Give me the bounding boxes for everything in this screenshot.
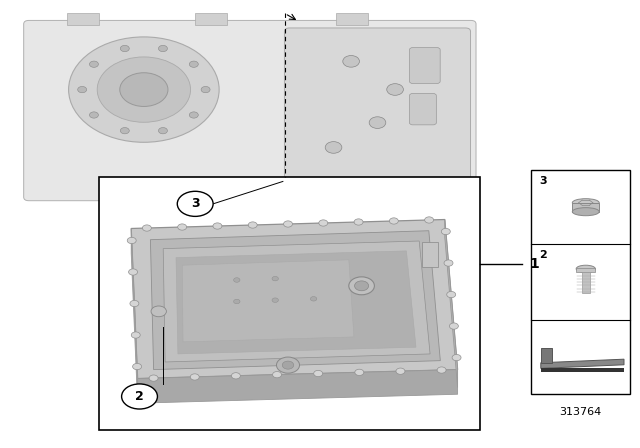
Circle shape [132, 363, 141, 370]
Bar [422, 242, 438, 267]
Bar [541, 368, 624, 372]
Polygon shape [138, 370, 458, 403]
Circle shape [178, 224, 187, 230]
Ellipse shape [572, 198, 599, 207]
Polygon shape [131, 228, 138, 403]
Polygon shape [445, 220, 458, 388]
Circle shape [77, 86, 86, 93]
Ellipse shape [576, 265, 595, 272]
Text: 3: 3 [539, 176, 547, 185]
Circle shape [449, 323, 458, 329]
Circle shape [149, 375, 158, 381]
Circle shape [396, 368, 405, 375]
Circle shape [90, 112, 99, 118]
Bar [99, 177, 480, 430]
Polygon shape [541, 359, 624, 368]
Circle shape [387, 84, 403, 95]
Circle shape [354, 219, 363, 225]
Circle shape [273, 371, 282, 378]
Bar [336, 13, 368, 25]
Circle shape [447, 291, 456, 297]
Bar [67, 13, 99, 25]
Text: 2: 2 [135, 390, 144, 403]
Circle shape [369, 117, 386, 129]
Circle shape [189, 112, 198, 118]
Circle shape [234, 299, 240, 304]
Text: 2: 2 [539, 250, 547, 259]
FancyBboxPatch shape [410, 47, 440, 83]
Circle shape [282, 361, 294, 369]
Circle shape [131, 332, 140, 338]
Circle shape [319, 220, 328, 226]
Circle shape [234, 278, 240, 282]
Circle shape [284, 221, 292, 227]
Circle shape [343, 56, 360, 67]
Circle shape [442, 228, 451, 235]
Circle shape [120, 45, 129, 52]
Circle shape [276, 357, 300, 373]
Circle shape [314, 370, 323, 377]
Circle shape [201, 86, 210, 93]
Circle shape [349, 277, 374, 295]
Polygon shape [182, 260, 354, 342]
Circle shape [120, 128, 129, 134]
Bar [195, 13, 227, 25]
Polygon shape [163, 241, 430, 362]
Circle shape [325, 142, 342, 153]
Polygon shape [131, 220, 458, 379]
Circle shape [190, 374, 199, 380]
Circle shape [437, 367, 446, 373]
Bar [582, 272, 589, 293]
Circle shape [389, 218, 398, 224]
Circle shape [189, 61, 198, 67]
Circle shape [159, 45, 168, 52]
Circle shape [143, 225, 151, 231]
Circle shape [355, 281, 369, 291]
Circle shape [232, 373, 241, 379]
Circle shape [452, 354, 461, 361]
Bar [576, 268, 595, 272]
Circle shape [248, 222, 257, 228]
Text: 313764: 313764 [559, 407, 602, 417]
Circle shape [272, 298, 278, 302]
Circle shape [127, 237, 136, 244]
FancyBboxPatch shape [24, 21, 476, 201]
Circle shape [310, 297, 317, 301]
Circle shape [151, 306, 166, 317]
Circle shape [122, 384, 157, 409]
Circle shape [425, 217, 434, 223]
FancyBboxPatch shape [284, 28, 470, 201]
Circle shape [213, 223, 222, 229]
Text: 1: 1 [530, 257, 540, 271]
Polygon shape [150, 231, 440, 370]
Circle shape [129, 269, 138, 275]
Circle shape [130, 300, 139, 306]
Circle shape [90, 61, 99, 67]
Circle shape [355, 369, 364, 375]
Circle shape [68, 37, 219, 142]
Bar [531, 170, 630, 394]
Circle shape [159, 128, 168, 134]
Polygon shape [541, 349, 552, 363]
Circle shape [120, 73, 168, 107]
Circle shape [177, 191, 213, 216]
Circle shape [444, 260, 453, 266]
Circle shape [272, 276, 278, 281]
Ellipse shape [572, 207, 599, 215]
Text: 3: 3 [191, 197, 200, 211]
Bar [572, 202, 599, 211]
Circle shape [97, 57, 191, 122]
FancyBboxPatch shape [410, 94, 436, 125]
Polygon shape [176, 251, 416, 354]
